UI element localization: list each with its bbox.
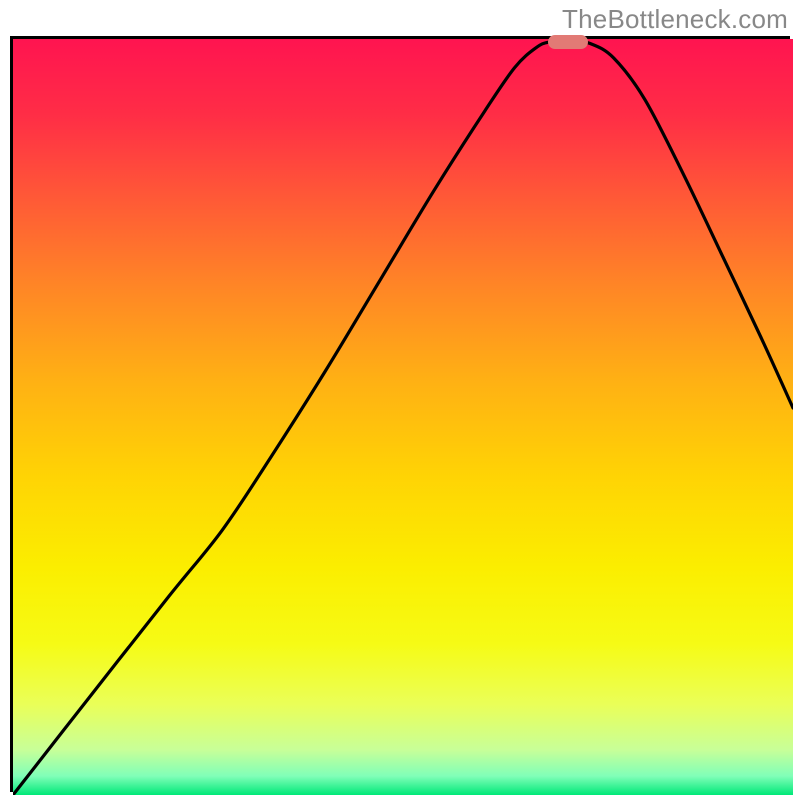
- optimal-point-marker: [548, 35, 588, 49]
- watermark-text: TheBottleneck.com: [562, 4, 788, 35]
- chart-curve: [13, 39, 793, 795]
- chart-area: [10, 36, 790, 792]
